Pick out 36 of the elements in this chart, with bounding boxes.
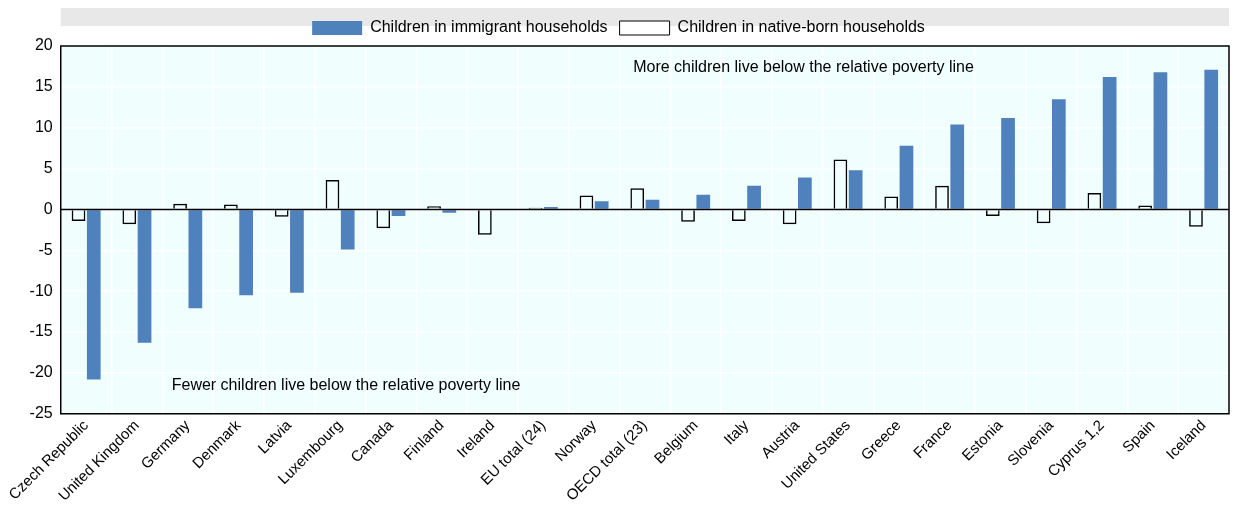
bar (1051, 99, 1066, 209)
bar (899, 145, 914, 209)
legend-label: Children in immigrant households (370, 18, 608, 36)
legend-label: Children in native-born households (677, 18, 925, 36)
bar (747, 185, 761, 209)
bar (137, 210, 152, 343)
bar (188, 210, 203, 309)
bar (1001, 117, 1015, 209)
bar (798, 177, 812, 209)
bar (1102, 77, 1117, 209)
bar (950, 124, 965, 209)
bar (290, 210, 304, 293)
y-tick-label: 0 (43, 199, 53, 217)
bar (1204, 69, 1219, 209)
y-tick-label: 10 (34, 118, 53, 136)
bar (645, 199, 660, 209)
bar (391, 210, 406, 217)
bar (239, 210, 253, 296)
bar (1153, 72, 1168, 209)
bar (594, 201, 609, 209)
annotation: More children live below the relative poverty line (633, 58, 974, 76)
bar (848, 170, 863, 209)
x-tick-label: Italy (720, 415, 752, 448)
annotation: Fewer children live below the relative poverty line (171, 376, 521, 394)
y-tick-label: 5 (43, 159, 53, 177)
y-tick-label: -25 (29, 404, 53, 422)
bar (340, 210, 355, 250)
y-tick-label: 15 (34, 77, 53, 95)
bar (696, 194, 711, 209)
y-tick-label: -15 (29, 322, 53, 340)
y-tick-label: -20 (29, 363, 53, 381)
bar (442, 210, 457, 213)
y-tick-label: -10 (29, 281, 53, 299)
bar (86, 210, 101, 380)
y-tick-label: 20 (34, 36, 53, 54)
y-tick-label: -5 (38, 240, 53, 258)
